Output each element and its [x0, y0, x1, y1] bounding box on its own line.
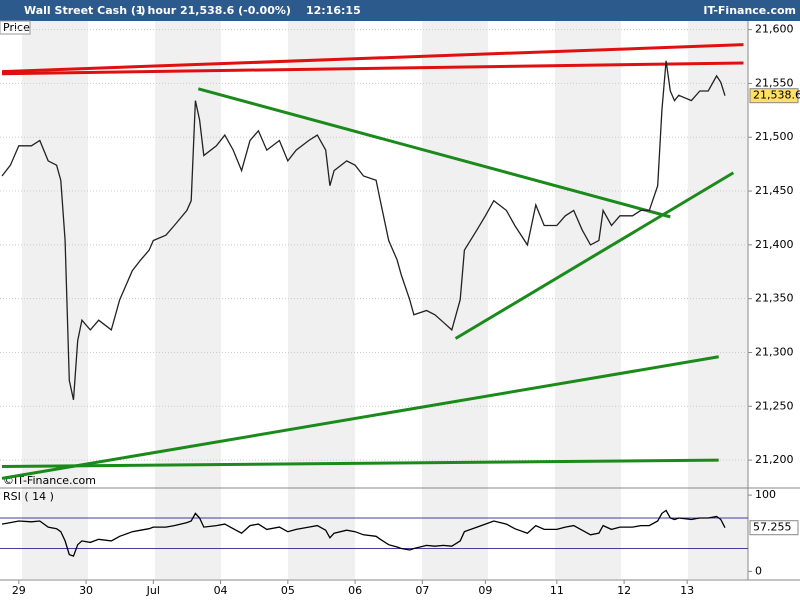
x-tick-label: 13 — [680, 584, 694, 597]
band — [422, 21, 488, 579]
trend-line — [1, 458, 719, 469]
current-value-box — [749, 88, 799, 104]
y-tick-label: 21,500 — [755, 130, 794, 143]
panel-label-box — [0, 20, 31, 35]
x-tick-label: Jul — [146, 584, 160, 597]
trend-line — [197, 87, 671, 219]
quote: 21,538.6 (-0.00%) — [180, 4, 291, 17]
y-tick-label: 21,300 — [755, 345, 794, 358]
time: 12:16:15 — [306, 4, 361, 17]
x-tick-label: 30 — [79, 584, 93, 597]
watermark: ©IT-Finance.com — [3, 474, 96, 487]
band — [155, 21, 221, 579]
series-line — [1, 60, 726, 400]
trend-line — [1, 43, 744, 74]
band — [688, 21, 748, 579]
y-tick-label: 21,400 — [755, 238, 794, 251]
series-line — [1, 509, 726, 557]
band — [555, 21, 621, 579]
y-tick-label: 21,550 — [755, 76, 794, 89]
x-tick-label: 06 — [348, 584, 362, 597]
current-value-label: 57.255 — [753, 521, 792, 534]
y-tick-label: 21,350 — [755, 292, 794, 305]
trend-line — [454, 171, 735, 340]
x-tick-label: 09 — [478, 584, 492, 597]
instrument: Wall Street Cash (-) — [24, 4, 145, 17]
y-tick-label: 21,450 — [755, 184, 794, 197]
band — [288, 21, 355, 579]
y-tick-label: 0 — [755, 564, 762, 577]
x-tick-label: 05 — [281, 584, 295, 597]
x-tick-label: 11 — [550, 584, 564, 597]
y-tick-label: 21,200 — [755, 453, 794, 466]
y-tick-label: 21,250 — [755, 399, 794, 412]
current-value-box — [749, 520, 799, 536]
x-tick-label: 04 — [214, 584, 228, 597]
band — [22, 21, 88, 579]
trend-line — [1, 61, 744, 76]
x-tick-label: 29 — [12, 584, 26, 597]
panel-label: RSI ( 14 ) — [3, 490, 54, 503]
header: Wall Street Cash (-) 1 hour 21,538.6 (-0… — [0, 0, 800, 21]
x-tick-label: 12 — [617, 584, 631, 597]
x-tick-label: 07 — [415, 584, 429, 597]
interval: 1 hour — [136, 4, 177, 17]
current-value-label: 21,538.6 — [753, 89, 800, 102]
trend-line — [1, 355, 719, 480]
y-tick-label: 100 — [755, 488, 776, 501]
y-tick-label: 21,600 — [755, 23, 794, 36]
panel-label: Price — [3, 21, 30, 34]
day-bands — [22, 21, 748, 579]
brand: IT-Finance.com — [703, 4, 796, 17]
header-bar — [0, 0, 800, 21]
